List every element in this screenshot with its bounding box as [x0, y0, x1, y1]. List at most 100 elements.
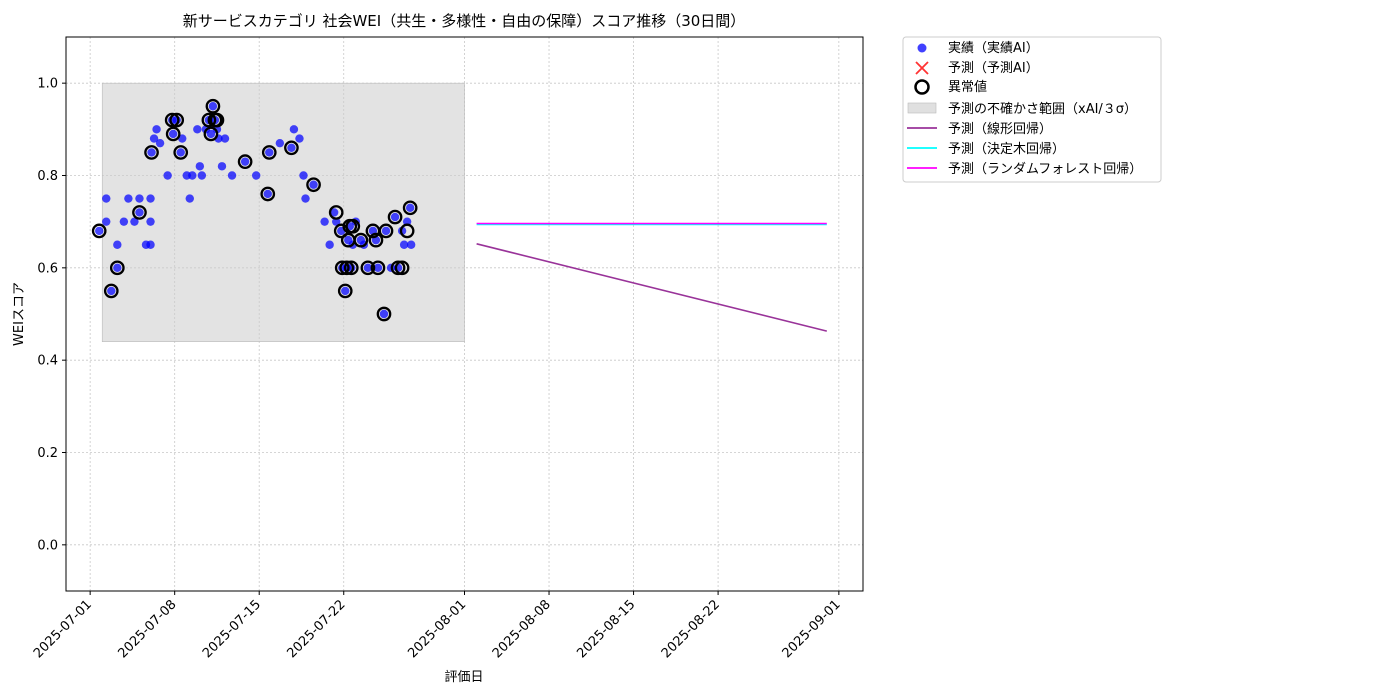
y-tick-label: 0.8 — [37, 169, 58, 184]
actual-point — [113, 240, 122, 249]
actual-point — [208, 102, 218, 111]
x-tick-label: 2025-08-08 — [490, 597, 554, 661]
legend-band-label: 予測の不確かさ範囲（xAI/３σ） — [948, 101, 1137, 117]
actual-point — [113, 263, 122, 273]
actual-point — [379, 309, 389, 319]
actual-point — [155, 138, 165, 148]
anomaly-rings — [91, 98, 418, 322]
anomaly-ring — [376, 306, 392, 322]
y-axis-label: WEIスコア — [12, 282, 27, 346]
legend-band-swatch — [907, 102, 937, 114]
actual-point — [178, 134, 187, 143]
anomaly-ring — [144, 145, 159, 160]
actual-point — [227, 171, 237, 180]
actual-point — [193, 125, 202, 134]
actual-point — [217, 162, 227, 171]
legend-linear-label: 予測（線形回帰） — [948, 121, 1052, 137]
actual-point — [275, 138, 285, 148]
anomaly-ring — [284, 140, 299, 156]
anomaly-ring — [394, 260, 410, 276]
anomaly-ring — [165, 126, 181, 142]
y-tick-label: 0.2 — [37, 446, 58, 461]
actual-point — [197, 171, 207, 180]
anomaly-ring — [390, 260, 406, 276]
actual-point — [119, 217, 129, 226]
legend-frame — [902, 36, 1162, 183]
actual-point — [147, 148, 156, 157]
anomaly-ring — [306, 177, 321, 193]
anomaly-ring — [201, 112, 217, 128]
actual-point — [168, 129, 178, 139]
x-axis-label: 評価日 — [444, 670, 483, 685]
legend-forecast-ai-marker — [915, 61, 929, 75]
actual-point — [185, 194, 194, 203]
anomaly-ring — [169, 112, 185, 128]
anomaly-ring — [237, 154, 253, 169]
actual-point — [124, 194, 133, 203]
actual-point — [102, 217, 111, 226]
forecast-lines — [476, 222, 827, 332]
actual-point — [188, 171, 197, 180]
actual-point — [287, 143, 296, 152]
anomaly-ring — [339, 260, 355, 276]
forecast-line — [476, 243, 827, 332]
actual-point — [406, 240, 416, 249]
anomaly-ring — [399, 223, 415, 239]
y-tick-label: 0.6 — [37, 261, 58, 276]
anomaly-ring — [378, 223, 394, 239]
actual-point — [152, 125, 161, 134]
actual-point — [206, 129, 216, 139]
actual-point — [309, 180, 318, 189]
actual-point — [405, 203, 415, 213]
anomaly-ring — [343, 260, 359, 276]
anomaly-ring — [209, 112, 225, 128]
y-tick-label: 0.4 — [37, 354, 58, 369]
actual-point — [146, 217, 155, 226]
actual-point — [341, 286, 350, 296]
anomaly-ring — [353, 232, 369, 248]
actual-point — [399, 240, 409, 249]
x-tick-label: 2025-08-22 — [659, 597, 723, 661]
anomaly-ring — [337, 283, 353, 299]
actual-point — [390, 212, 400, 222]
actual-point — [220, 134, 230, 143]
actual-point — [265, 148, 274, 157]
actual-point — [163, 171, 172, 180]
actual-point — [149, 134, 159, 143]
actual-point — [135, 194, 144, 203]
actual-point — [381, 226, 391, 236]
actual-point — [299, 171, 308, 180]
anomaly-ring — [260, 186, 276, 202]
anomaly-ring — [402, 200, 418, 216]
actual-point — [107, 286, 116, 296]
actual-point — [146, 194, 155, 203]
legend-anomaly-label: 異常値 — [948, 79, 987, 95]
x-tick-label: 2025-07-22 — [285, 597, 349, 661]
anomaly-ring — [173, 145, 189, 160]
legend-anomaly-marker — [914, 79, 930, 95]
legend-forecast-ai-label: 予測（予測AI） — [948, 61, 1039, 76]
anomaly-ring — [91, 223, 107, 239]
actual-point — [295, 134, 304, 143]
legend-tree-label: 予測（決定木回帰） — [948, 141, 1065, 157]
legend-actual-marker — [917, 43, 927, 53]
actual-point — [325, 240, 334, 249]
plot-area — [65, 36, 864, 592]
actual-point — [135, 208, 144, 217]
anomaly-ring — [368, 232, 384, 248]
x-tick-label: 2025-08-15 — [574, 597, 638, 661]
legend-actual-label: 実績（実績AI） — [948, 40, 1039, 56]
actual-point — [320, 217, 329, 226]
y-tick-label: 1.0 — [37, 77, 58, 92]
anomaly-ring — [103, 283, 119, 299]
anomaly-ring — [334, 260, 350, 276]
x-axis: 2025-07-01 2025-07-08 2025-07-15 2025-07-22… — [31, 591, 844, 661]
anomaly-ring — [261, 145, 277, 160]
x-tick-label: 2025-07-08 — [115, 597, 179, 661]
actual-point — [402, 217, 412, 226]
anomaly-ring — [164, 112, 180, 128]
x-tick-label: 2025-09-01 — [780, 597, 844, 661]
actual-point — [102, 194, 111, 203]
actual-point — [130, 217, 139, 226]
actual-point — [289, 125, 299, 134]
